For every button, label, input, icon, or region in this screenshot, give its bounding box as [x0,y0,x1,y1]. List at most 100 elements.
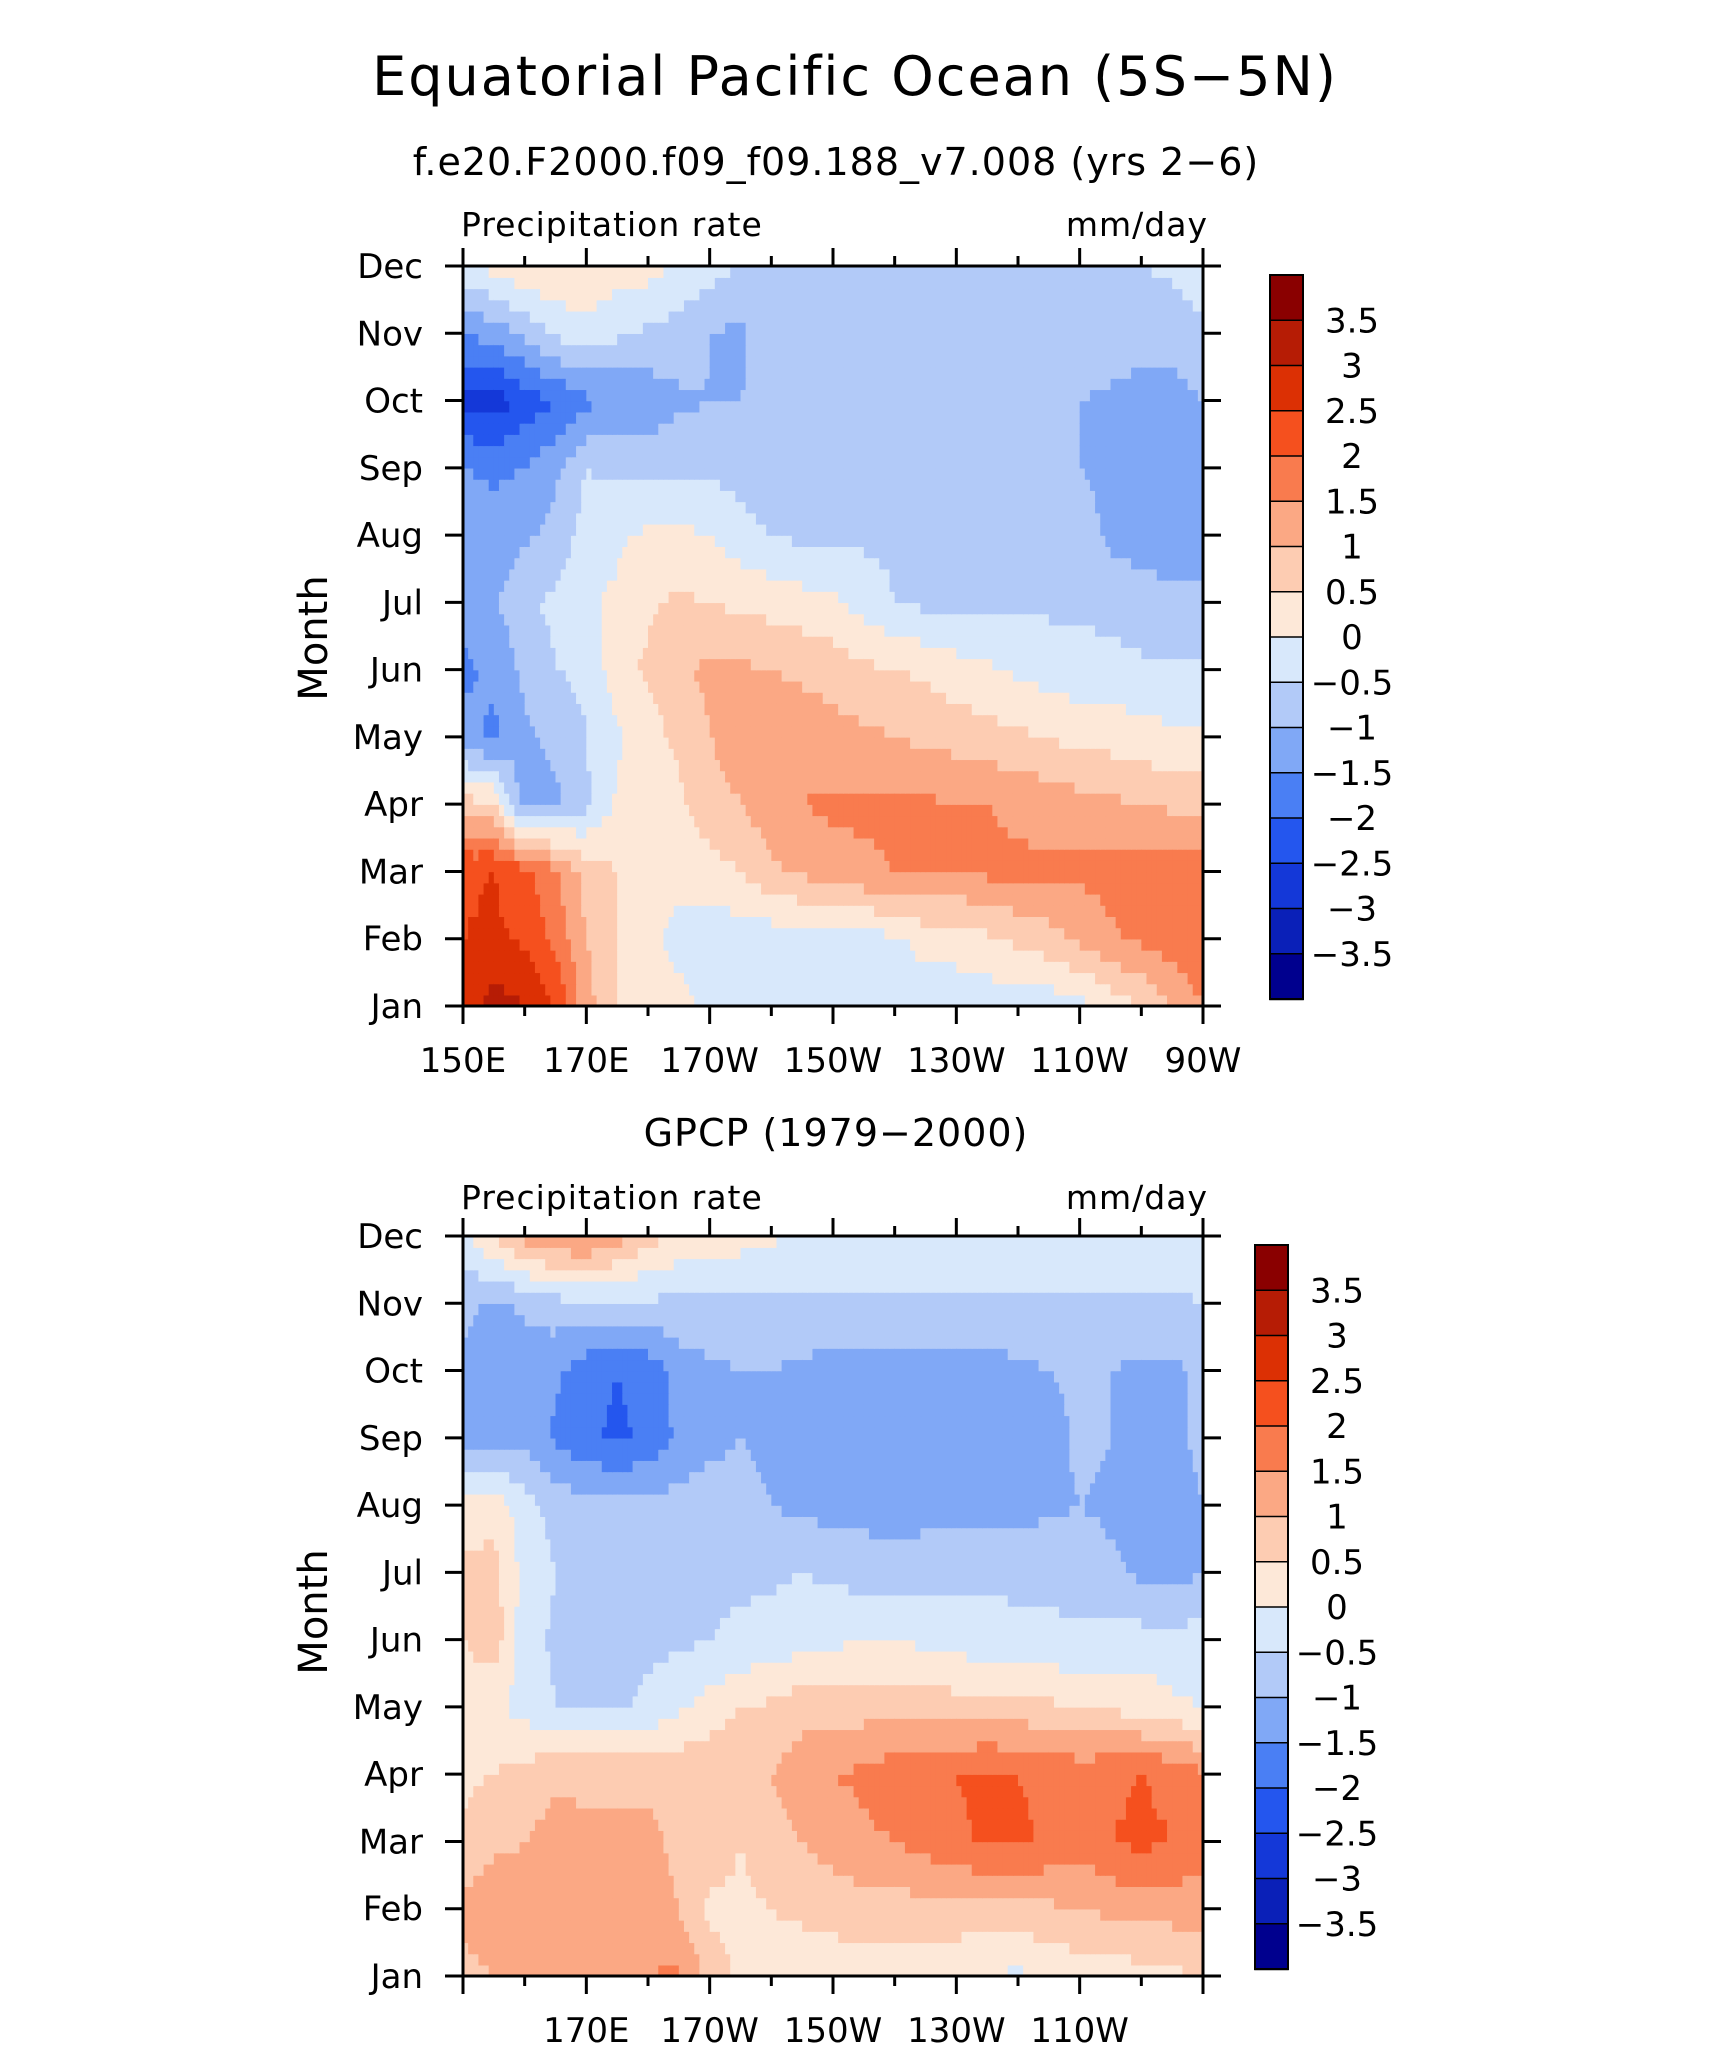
contour-cell [622,949,629,962]
contour-cell [884,613,891,626]
contour-cell [478,837,485,850]
contour-cell [596,692,603,704]
contour-cell [1187,849,1194,861]
contour-cell [997,602,1004,615]
contour-cell [627,736,634,749]
contour-cell [879,680,886,693]
contour-cell [1136,983,1143,996]
contour-cell [1053,826,1060,839]
contour-cell [473,961,480,974]
contour-cell [617,949,624,962]
contour-cell [1100,703,1107,716]
contour-cell [534,647,541,660]
contour-cell [468,770,474,783]
contour-cell [946,624,952,637]
contour-cell [606,680,613,693]
contour-cell [822,781,829,794]
contour-cell [1172,714,1179,727]
contour-cell [858,624,865,637]
contour-cell [771,815,778,828]
contour-cell [1146,927,1153,940]
contour-cell [550,815,557,828]
contour-cell [961,949,968,962]
contour-cell [658,714,665,727]
contour-cell [807,669,814,682]
contour-cell [858,647,865,660]
contour-cell [514,792,521,805]
contour-cell [1120,680,1127,693]
contour-cell [858,860,865,873]
contour-cell [668,949,675,962]
contour-cell [786,658,793,671]
contour-cell [524,781,531,794]
contour-cell [570,860,577,873]
contour-cell [504,972,510,985]
contour-cell [766,837,773,850]
contour-cell [673,871,680,884]
contour-cell [1110,916,1117,929]
contour-cell [1125,905,1132,917]
contour-cell [1028,759,1035,772]
contour-cell [776,613,783,626]
contour-cell [473,759,480,772]
contour-cell [817,770,824,783]
contour-cell [1177,748,1184,761]
contour-cell [833,815,839,828]
contour-cell [529,938,536,951]
contour-cell [1038,949,1045,962]
contour-cell [1079,961,1086,974]
contour-cell [565,804,572,817]
contour-cell [668,837,675,850]
contour-cell [992,837,999,850]
contour-cell [524,860,531,873]
contour-cell [560,602,567,615]
contour-cell [1002,972,1009,985]
contour-cell [802,815,809,828]
contour-cell [648,938,654,951]
contour-cell [858,613,865,626]
contour-cell [766,714,773,727]
contour-cell [504,905,510,917]
contour-cell [889,893,896,906]
contour-cell [853,871,860,884]
contour-cell [838,927,844,940]
contour-cell [843,613,850,626]
contour-cell [848,725,855,738]
contour-cell [1095,860,1101,873]
contour-cell [894,602,901,615]
contour-cell [822,624,829,637]
contour-cell [637,871,644,884]
contour-cell [1115,871,1122,884]
contour-cell [1002,602,1009,615]
contour-cell [956,602,963,615]
contour-cell [863,613,870,626]
contour-cell [920,916,927,929]
contour-cell [951,972,958,985]
contour-cell [1167,938,1173,951]
contour-cell [987,826,994,839]
contour-cell [653,804,659,817]
contour-cell [473,647,480,660]
contour-cell [612,692,618,704]
contour-cell [704,647,711,660]
contour-cell [1156,905,1163,917]
contour-cell [540,725,546,738]
contour-cell [1069,815,1076,828]
contour-cell [1182,949,1189,962]
contour-cell [946,983,952,996]
contour-cell [601,748,608,761]
contour-cell [930,961,937,974]
contour-cell [976,983,983,996]
contour-cell [689,860,695,873]
contour-cell [591,826,598,839]
contour-cell [899,692,906,704]
contour-cell [478,893,485,906]
contour-cell [1172,983,1179,996]
contour-cell [802,860,809,873]
contour-cell [504,714,510,727]
contour-cell [884,759,891,772]
contour-cell [1089,792,1096,805]
contour-cell [519,636,526,648]
contour-cell [992,792,999,805]
contour-cell [519,804,526,817]
